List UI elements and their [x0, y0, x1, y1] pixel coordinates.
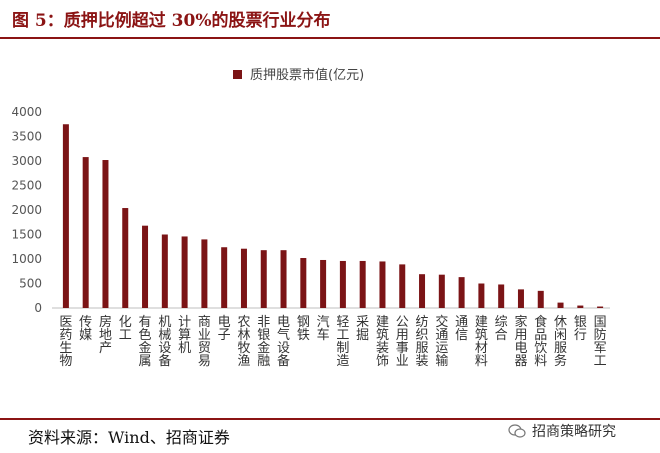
- legend-label: 质押股票市值(亿元): [250, 67, 364, 83]
- bar: [181, 236, 188, 308]
- bar: [280, 250, 287, 308]
- x-tick-label: 钢铁: [297, 315, 310, 343]
- x-tick-label: 银行: [574, 315, 587, 343]
- bar: [478, 283, 485, 308]
- x-tick-label: 电气设备: [277, 315, 290, 369]
- x-tick-label: 农林牧渔: [237, 315, 250, 369]
- bar: [82, 157, 89, 308]
- bar: [320, 259, 327, 308]
- x-tick-label: 医药生物: [59, 315, 72, 369]
- x-tick-label: 国防军工: [594, 315, 607, 369]
- bar: [379, 261, 386, 308]
- x-tick-label: 计算机: [178, 315, 191, 356]
- y-tick-label: 1000: [11, 252, 42, 266]
- y-tick-label: 0: [34, 301, 42, 315]
- bar: [142, 225, 149, 308]
- x-tick-label: 汽车: [317, 315, 330, 343]
- y-tick-label: 2000: [11, 203, 42, 217]
- x-tick-label: 电子: [218, 315, 231, 343]
- source-note: 资料来源：Wind、招商证券: [28, 428, 230, 447]
- x-tick-label: 公用事业: [396, 315, 409, 369]
- x-tick-label: 轻工制造: [336, 315, 349, 369]
- x-tick-label: 休闲服务: [554, 315, 567, 369]
- bar: [201, 239, 208, 308]
- bar: [102, 160, 109, 308]
- y-tick-label: 3500: [11, 130, 42, 144]
- bar: [339, 260, 346, 308]
- wechat-icon: [508, 424, 526, 438]
- x-tick-label: 传媒: [79, 315, 92, 343]
- title-rule: [0, 37, 660, 39]
- x-tick-label: 食品饮料: [534, 314, 547, 369]
- figure-title: 图 5：质押比例超过 30%的股票行业分布: [12, 11, 331, 31]
- footer-rule: [0, 418, 660, 420]
- y-tick-label: 4000: [11, 105, 42, 119]
- bar: [122, 208, 129, 308]
- x-tick-label: 化工: [119, 315, 132, 343]
- x-tick-label: 综合: [495, 315, 508, 343]
- bar: [399, 264, 406, 308]
- y-tick-label: 2500: [11, 179, 42, 193]
- bar: [577, 305, 584, 308]
- x-tick-label: 有色金属: [139, 315, 152, 369]
- x-tick-label: 商业贸易: [198, 315, 211, 369]
- legend-swatch: [233, 70, 242, 79]
- x-tick-label: 房地产: [99, 314, 112, 356]
- x-tick-label: 建筑材料: [475, 315, 488, 369]
- bar: [557, 302, 564, 308]
- x-tick-label: 通信: [455, 315, 468, 343]
- bar: [537, 290, 544, 308]
- bar: [458, 277, 465, 308]
- bar: [438, 274, 445, 308]
- bar: [260, 250, 267, 308]
- x-tick-label: 建筑装饰: [376, 315, 389, 369]
- watermark-text: 招商策略研究: [532, 424, 616, 440]
- bar: [161, 234, 168, 308]
- y-tick-label: 3000: [11, 154, 42, 168]
- bar: [240, 248, 247, 308]
- x-tick-label: 机械设备: [158, 315, 171, 369]
- bar: [517, 289, 524, 308]
- y-tick-label: 1500: [11, 228, 42, 242]
- x-tick-label: 采掘: [356, 315, 369, 343]
- bar: [419, 274, 426, 308]
- bar-chart: 0 500 1000 1500 2000 2500 3000 3500 4000 医药生物传媒房地…: [11, 67, 610, 369]
- bar: [597, 306, 604, 308]
- bar: [359, 260, 366, 308]
- watermark: 招商策略研究: [508, 421, 616, 441]
- x-tick-label: 非银金融: [257, 315, 270, 369]
- bar: [62, 124, 69, 308]
- bar: [300, 258, 307, 308]
- x-tick-label: 交通运输: [435, 314, 448, 369]
- x-tick-label: 纺织服装: [416, 315, 429, 369]
- bar: [498, 284, 505, 308]
- bar: [221, 247, 228, 308]
- y-tick-label: 500: [19, 277, 42, 291]
- x-tick-label: 家用电器: [514, 314, 527, 369]
